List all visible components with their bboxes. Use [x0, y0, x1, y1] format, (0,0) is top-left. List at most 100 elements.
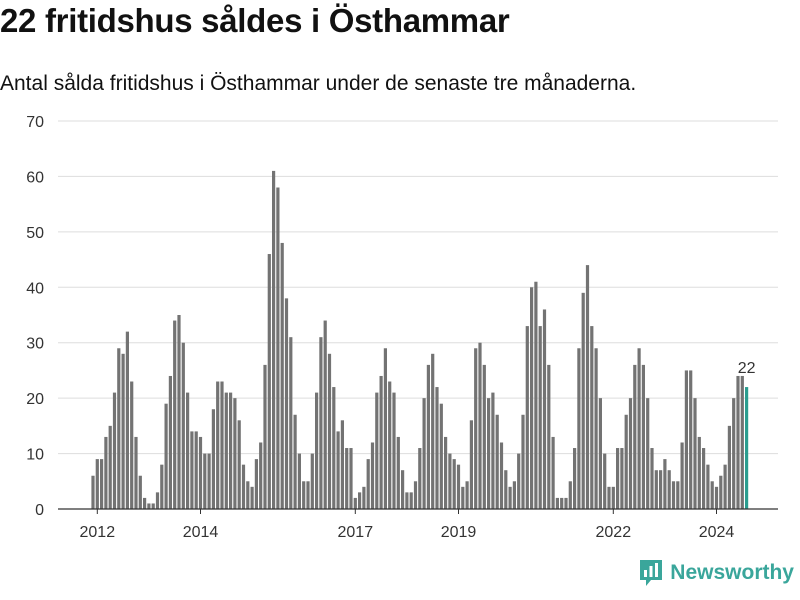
bar[interactable]: [246, 481, 250, 509]
bar[interactable]: [375, 392, 379, 509]
bar[interactable]: [517, 453, 521, 509]
bar[interactable]: [573, 448, 577, 509]
bar[interactable]: [112, 392, 117, 509]
bar[interactable]: [293, 414, 297, 509]
bar[interactable]: [250, 486, 254, 509]
bar[interactable]: [108, 425, 112, 509]
bar[interactable]: [435, 387, 439, 509]
bar[interactable]: [401, 470, 405, 509]
bar[interactable]: [555, 497, 559, 509]
bar[interactable]: [659, 470, 663, 509]
bar[interactable]: [198, 436, 203, 509]
bar[interactable]: [388, 381, 392, 509]
bar[interactable]: [702, 448, 706, 509]
bar[interactable]: [289, 337, 293, 509]
bar[interactable]: [628, 398, 633, 509]
bar[interactable]: [641, 364, 645, 509]
bar[interactable]: [616, 448, 620, 509]
bar[interactable]: [155, 492, 160, 509]
bar[interactable]: [598, 398, 602, 509]
bar[interactable]: [336, 431, 340, 509]
bar[interactable]: [448, 453, 452, 509]
bar[interactable]: [177, 315, 181, 509]
bar[interactable]: [323, 320, 327, 509]
bar[interactable]: [564, 497, 568, 509]
bar[interactable]: [633, 364, 637, 509]
bar[interactable]: [590, 326, 594, 509]
bar[interactable]: [465, 481, 469, 509]
bar[interactable]: [362, 486, 366, 509]
bar[interactable]: [439, 403, 443, 509]
bar[interactable]: [297, 453, 301, 509]
bar[interactable]: [117, 348, 121, 509]
bar-highlight[interactable]: [745, 387, 749, 509]
bar[interactable]: [525, 326, 529, 509]
bar[interactable]: [585, 265, 590, 509]
bar[interactable]: [461, 486, 465, 509]
bar[interactable]: [499, 442, 504, 509]
bar[interactable]: [370, 442, 375, 509]
bar[interactable]: [358, 492, 362, 509]
bar[interactable]: [581, 292, 585, 509]
bar[interactable]: [719, 475, 723, 509]
bar[interactable]: [568, 481, 572, 509]
bar[interactable]: [203, 453, 207, 509]
bar[interactable]: [487, 398, 491, 509]
bar[interactable]: [491, 392, 495, 509]
bar[interactable]: [684, 370, 688, 509]
bar[interactable]: [383, 348, 387, 509]
bar[interactable]: [237, 420, 241, 509]
bar[interactable]: [233, 398, 237, 509]
bar[interactable]: [220, 381, 224, 509]
bar[interactable]: [538, 326, 542, 509]
bar[interactable]: [181, 342, 185, 509]
bar[interactable]: [263, 364, 267, 509]
bar[interactable]: [366, 459, 370, 509]
bar[interactable]: [224, 392, 228, 509]
bar[interactable]: [577, 348, 581, 509]
bar[interactable]: [663, 459, 667, 509]
bar[interactable]: [332, 387, 336, 509]
bar[interactable]: [740, 375, 744, 509]
bar[interactable]: [620, 448, 624, 509]
bar[interactable]: [353, 497, 357, 509]
bar[interactable]: [650, 448, 654, 509]
bar[interactable]: [521, 414, 525, 509]
bar[interactable]: [482, 364, 486, 509]
bar[interactable]: [422, 398, 426, 509]
bar[interactable]: [560, 497, 564, 509]
bar[interactable]: [413, 481, 418, 509]
bar[interactable]: [732, 398, 736, 509]
bar[interactable]: [310, 453, 314, 509]
bar[interactable]: [280, 242, 284, 509]
bar[interactable]: [714, 486, 719, 509]
bar[interactable]: [680, 442, 684, 509]
bar[interactable]: [302, 481, 306, 509]
bar[interactable]: [379, 375, 383, 509]
bar[interactable]: [241, 464, 246, 509]
bar[interactable]: [624, 414, 628, 509]
bar[interactable]: [396, 436, 400, 509]
bar[interactable]: [547, 364, 551, 509]
bar[interactable]: [211, 409, 215, 509]
bar[interactable]: [284, 298, 289, 509]
bar[interactable]: [125, 331, 129, 509]
bar[interactable]: [272, 170, 276, 509]
bar[interactable]: [95, 459, 99, 509]
bar[interactable]: [736, 375, 740, 509]
bar[interactable]: [216, 381, 220, 509]
bar[interactable]: [611, 486, 615, 509]
bar[interactable]: [276, 187, 280, 509]
bar[interactable]: [469, 420, 473, 509]
bar[interactable]: [478, 342, 482, 509]
bar[interactable]: [671, 481, 676, 509]
bar[interactable]: [409, 492, 413, 509]
bar[interactable]: [345, 448, 349, 509]
bar[interactable]: [259, 442, 263, 509]
bar[interactable]: [130, 381, 134, 509]
bar[interactable]: [431, 353, 435, 509]
bar[interactable]: [207, 453, 211, 509]
bar[interactable]: [504, 470, 508, 509]
bar[interactable]: [542, 309, 547, 509]
bar[interactable]: [405, 492, 409, 509]
